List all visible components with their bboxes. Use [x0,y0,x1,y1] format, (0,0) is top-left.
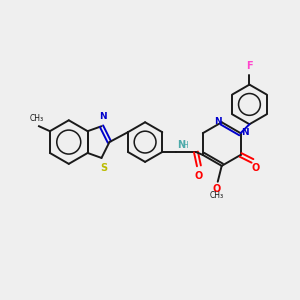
Text: O: O [195,171,203,181]
Text: CH₃: CH₃ [30,114,44,123]
Text: N: N [241,128,248,137]
Text: N: N [99,112,106,121]
Text: H: H [182,141,188,150]
Text: CH₃: CH₃ [210,190,224,200]
Text: F: F [246,61,253,71]
Text: N: N [177,140,185,150]
Text: S: S [100,163,107,173]
Text: O: O [251,163,260,173]
Text: N: N [214,117,222,126]
Text: O: O [213,184,221,194]
